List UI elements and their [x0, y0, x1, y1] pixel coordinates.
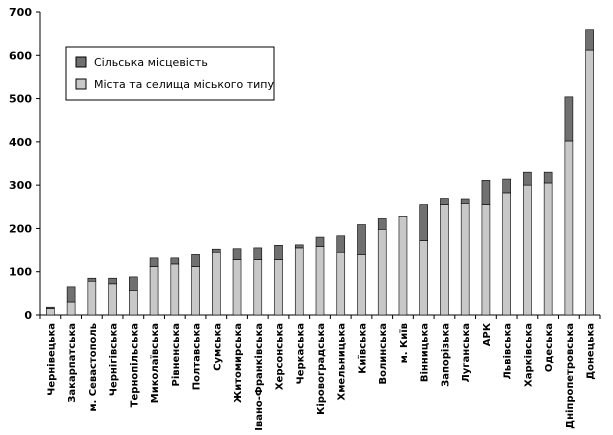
bar-rural	[460, 198, 470, 204]
x-tick-label: Вінницька	[420, 323, 431, 382]
legend-label-urban: Міста та селища міського типу	[94, 78, 274, 91]
bar-rural	[232, 248, 242, 260]
bar-urban	[419, 240, 429, 316]
bar-rural	[481, 180, 491, 205]
bar-rural	[315, 236, 325, 247]
x-tick-label: Луганська	[461, 323, 472, 383]
y-tick-label: 0	[24, 309, 32, 322]
bar-urban	[170, 263, 180, 316]
bar-urban	[481, 204, 491, 316]
x-tick-label: Сумська	[212, 323, 223, 371]
legend-box	[65, 46, 275, 101]
bar-urban	[46, 308, 55, 316]
bar-urban	[460, 203, 470, 316]
bar-rural	[87, 277, 97, 282]
x-tick-label: м. Київ	[398, 323, 410, 363]
x-tick-label: Запорізька	[440, 323, 451, 387]
x-tick-label: Полтавська	[192, 323, 203, 390]
bar-urban	[502, 192, 511, 316]
bar-urban	[543, 182, 553, 316]
bar-rural	[108, 277, 117, 285]
x-tick-label: Одеська	[544, 323, 555, 372]
bar-rural	[585, 29, 594, 51]
bar-rural	[419, 204, 429, 241]
x-tick-label: Чернівецька	[46, 323, 57, 396]
bar-urban	[336, 251, 346, 316]
bar-urban	[211, 251, 221, 316]
y-tick-label: 100	[9, 266, 32, 279]
bar-rural	[46, 306, 55, 309]
x-tick-label: Львівська	[503, 323, 514, 380]
bar-urban	[523, 184, 532, 316]
y-tick-label: 600	[9, 49, 32, 62]
x-tick-label: Донецька	[586, 323, 597, 380]
bar-rural	[274, 245, 283, 260]
bar-rural	[564, 96, 574, 142]
y-tick-label: 300	[9, 179, 32, 192]
bar-urban	[66, 301, 76, 316]
bar-rural	[502, 178, 511, 194]
x-tick-label: Чернігівська	[109, 323, 120, 396]
bar-urban	[87, 280, 97, 316]
x-tick-label: Черкаська	[295, 323, 306, 384]
x-tick-label: АРК	[482, 322, 493, 346]
bar-rural	[211, 248, 221, 253]
x-tick-label: Волинська	[378, 323, 389, 385]
bar-rural	[543, 171, 553, 184]
y-tick-label: 200	[9, 222, 32, 235]
legend-swatch-urban	[75, 78, 87, 90]
x-tick-labels: Чернівецька Закарпатська м. Севастополь Чер…	[46, 322, 596, 431]
x-tick-label: Миколаївська	[149, 323, 161, 403]
bar-urban	[191, 266, 200, 316]
x-tick-label: Рівненська	[171, 323, 182, 386]
x-tick-label: м. Севастополь	[88, 323, 99, 412]
bar-urban	[585, 49, 594, 316]
bar-urban	[315, 246, 325, 316]
bar-urban	[398, 216, 408, 316]
bar-rural	[129, 276, 138, 291]
bar-rural	[253, 247, 263, 260]
bar-rural	[66, 286, 76, 303]
bar-rural	[149, 257, 159, 267]
y-tick-label: 500	[9, 93, 32, 106]
x-tick-label: Харківська	[523, 323, 534, 387]
bar-urban	[149, 266, 159, 316]
y-tick-label: 700	[9, 6, 32, 19]
bar-urban	[253, 259, 263, 316]
x-tick-label: Івано-Франківська	[254, 323, 265, 431]
legend-swatch-rural	[75, 56, 87, 68]
x-tick-label: Херсонська	[275, 323, 286, 390]
x-tick-label: Київська	[356, 323, 368, 374]
bar-urban	[377, 228, 387, 316]
bar-urban	[357, 254, 366, 316]
bar-rural	[523, 171, 532, 186]
x-tick-label: Хмельницька	[337, 323, 348, 401]
legend: Сільська місцевість Міста та селища місь…	[65, 46, 275, 101]
bar-rural	[357, 224, 366, 255]
x-tick-label: Дніпропетровська	[565, 323, 576, 429]
bars	[46, 29, 594, 316]
bar-rural	[440, 198, 449, 205]
bar-urban	[232, 259, 242, 316]
bar-urban	[129, 290, 138, 316]
x-tick-label: Закарпатська	[67, 323, 78, 403]
bar-urban	[564, 140, 574, 316]
bar-rural	[170, 257, 180, 265]
x-tick-label: Житомирська	[233, 323, 244, 403]
x-tick-label: Тернопільська	[129, 323, 140, 407]
bar-urban	[440, 204, 449, 316]
bar-rural	[294, 244, 304, 249]
bar-rural	[377, 218, 387, 230]
y-tick-labels: 0 100 200 300 400 500 600 700	[9, 6, 32, 322]
legend-label-rural: Сільська місцевість	[94, 56, 208, 69]
y-tick-label: 400	[9, 136, 32, 149]
bar-rural	[191, 254, 200, 267]
bar-rural	[336, 235, 346, 253]
bar-urban	[294, 247, 304, 316]
bar-urban	[274, 259, 283, 316]
bar-urban	[108, 283, 117, 316]
x-tick-label: Кіровоградська	[316, 323, 327, 415]
